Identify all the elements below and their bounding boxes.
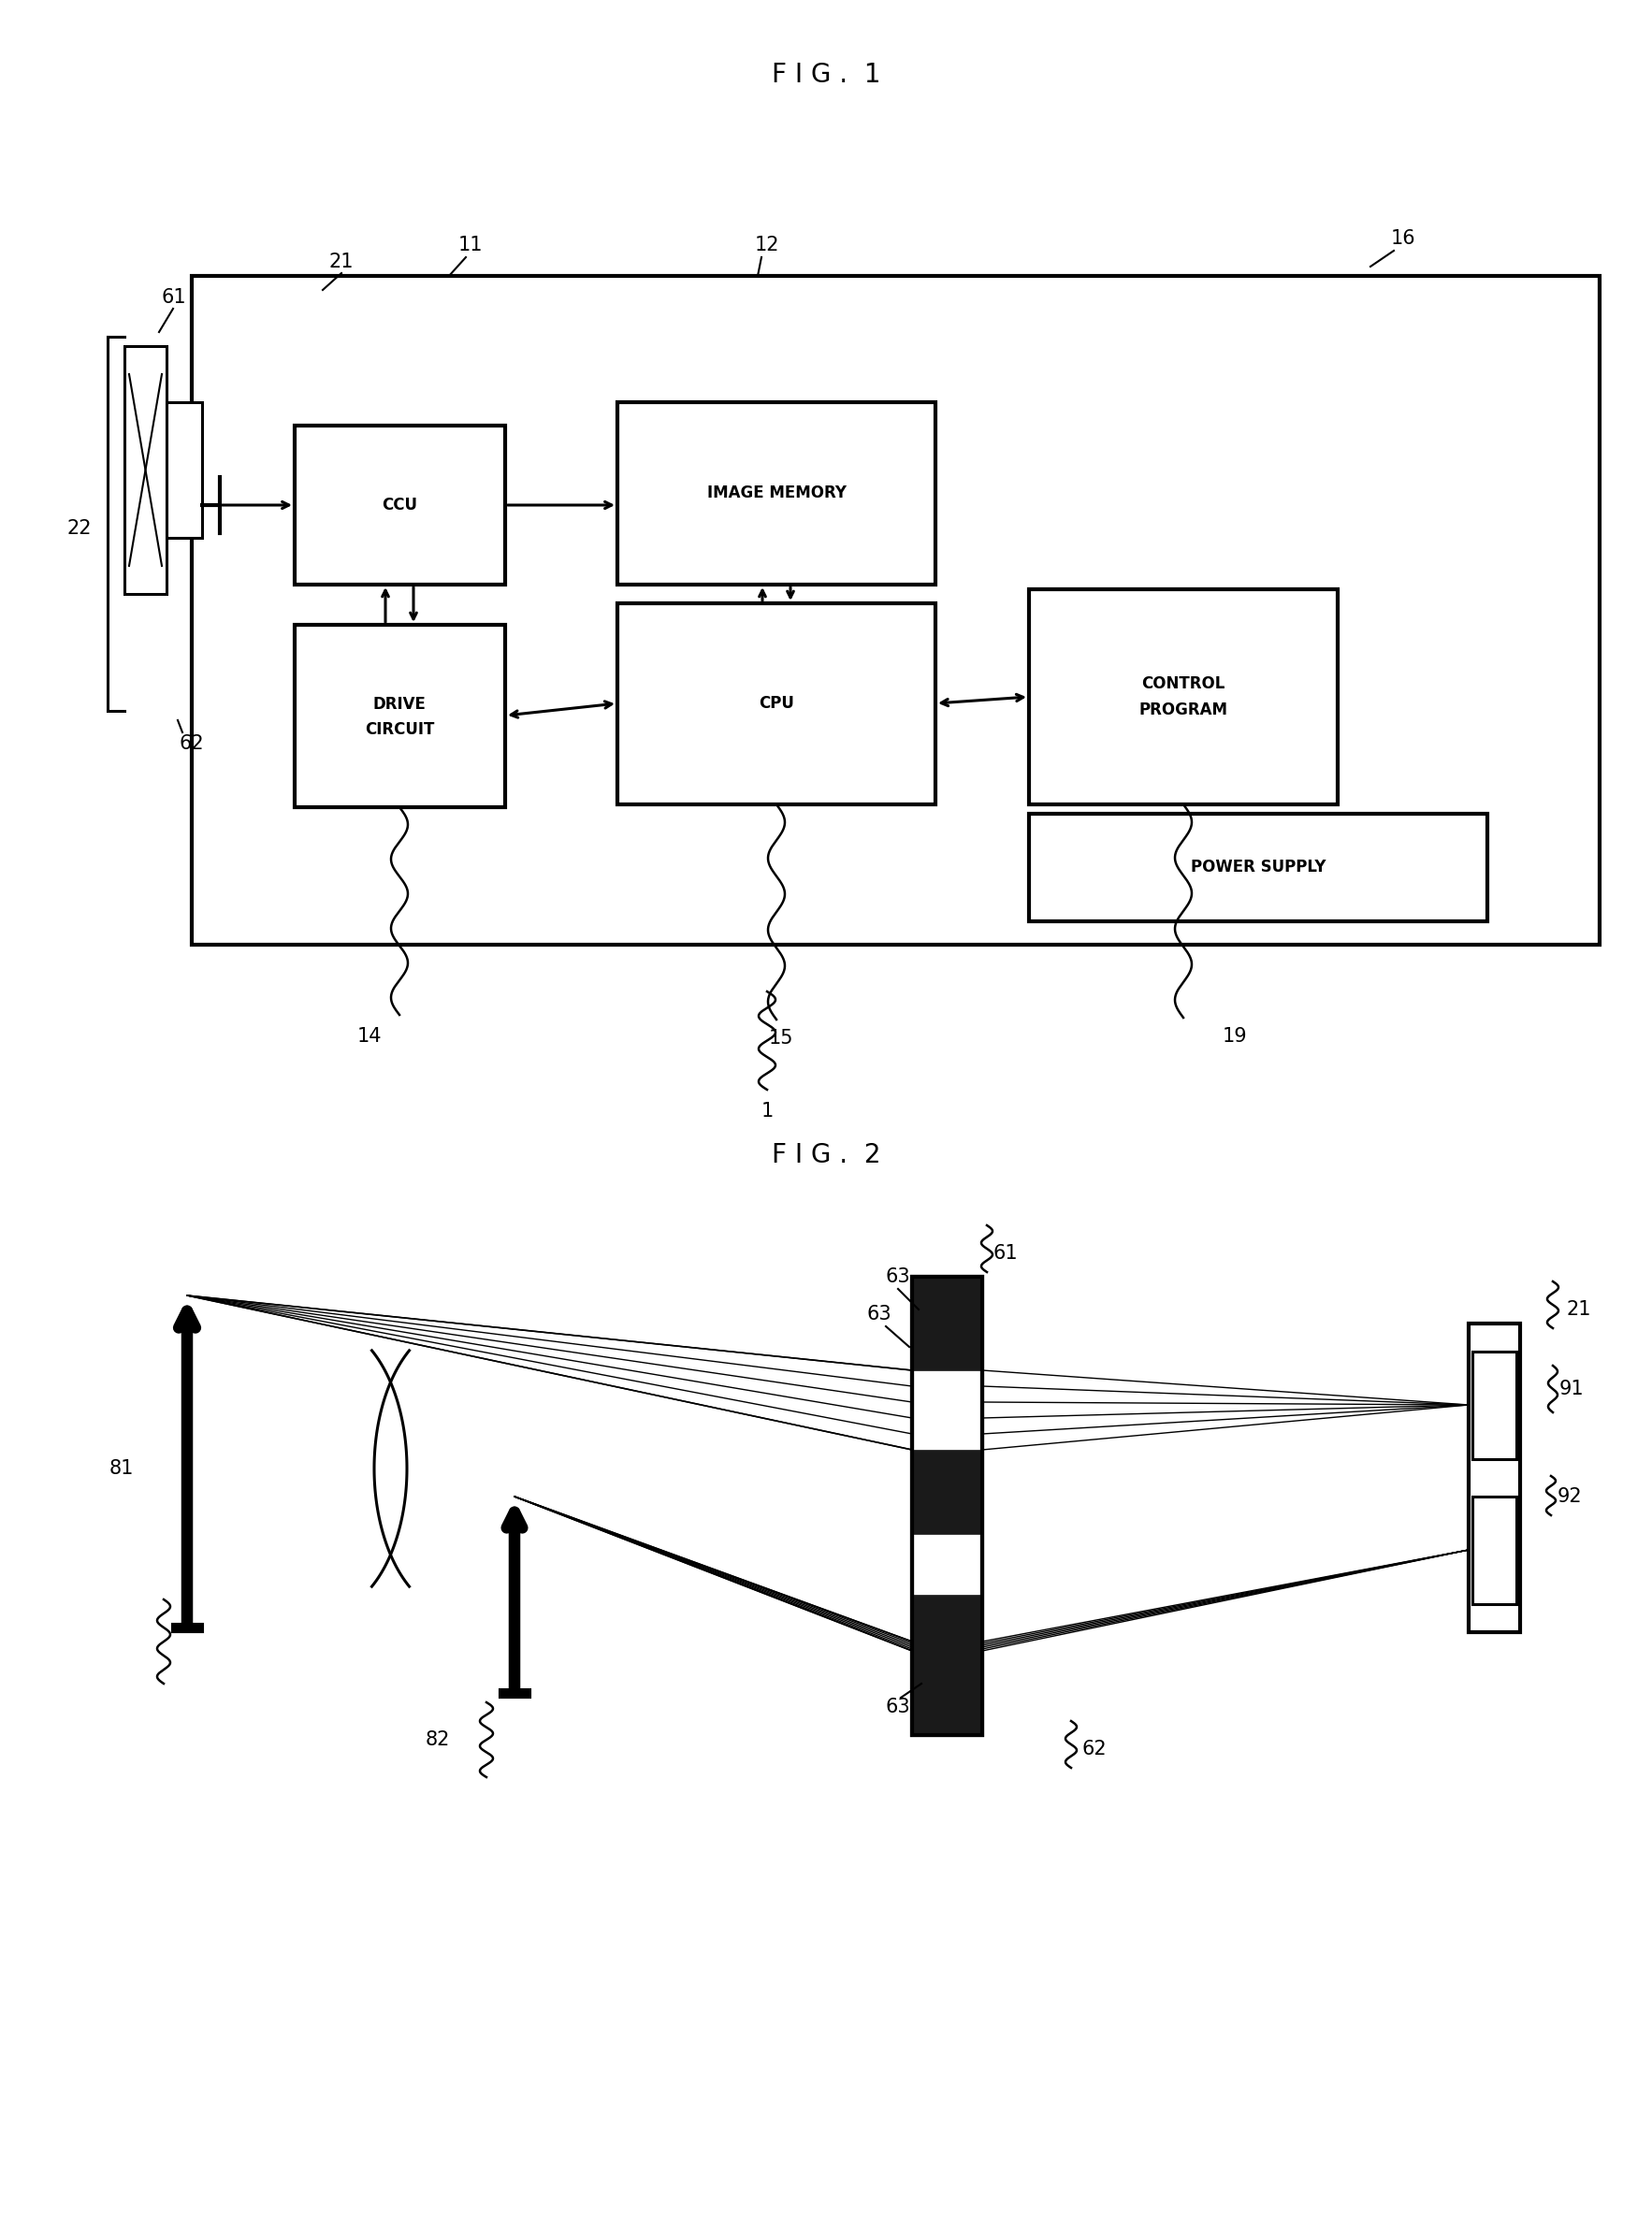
Text: 16: 16 bbox=[1391, 229, 1416, 247]
Text: 15: 15 bbox=[768, 1029, 793, 1047]
Text: 92: 92 bbox=[1558, 1488, 1583, 1506]
Text: 63: 63 bbox=[885, 1268, 910, 1286]
Text: POWER SUPPLY: POWER SUPPLY bbox=[1191, 858, 1327, 876]
Bar bbox=[912, 1277, 983, 1736]
Text: 21: 21 bbox=[329, 252, 354, 272]
Text: 91: 91 bbox=[1559, 1379, 1584, 1399]
Bar bbox=[912, 1595, 983, 1651]
Text: CPU: CPU bbox=[758, 695, 795, 711]
Text: 1: 1 bbox=[762, 1103, 773, 1121]
Bar bbox=[618, 403, 935, 584]
Text: CCU: CCU bbox=[382, 497, 418, 512]
Text: IMAGE MEMORY: IMAGE MEMORY bbox=[707, 483, 846, 501]
Text: 81: 81 bbox=[109, 1459, 134, 1477]
Bar bbox=[1469, 1323, 1520, 1633]
Text: 63: 63 bbox=[885, 1698, 910, 1716]
Bar bbox=[1472, 1352, 1517, 1459]
Text: 62: 62 bbox=[1082, 1740, 1107, 1758]
Text: 61: 61 bbox=[162, 287, 187, 307]
Bar bbox=[192, 276, 1599, 945]
Text: 12: 12 bbox=[755, 236, 780, 254]
Text: F I G .  2: F I G . 2 bbox=[771, 1143, 881, 1167]
Text: CIRCUIT: CIRCUIT bbox=[365, 722, 434, 737]
Text: 62: 62 bbox=[180, 735, 205, 753]
Text: 21: 21 bbox=[1566, 1301, 1591, 1319]
Bar bbox=[294, 624, 506, 807]
Bar bbox=[124, 345, 167, 595]
Text: DRIVE: DRIVE bbox=[373, 695, 426, 713]
Bar bbox=[1472, 1497, 1517, 1604]
Bar bbox=[167, 403, 202, 537]
Text: F I G .  1: F I G . 1 bbox=[771, 62, 881, 87]
Text: PROGRAM: PROGRAM bbox=[1138, 702, 1227, 717]
Text: 19: 19 bbox=[1222, 1027, 1247, 1045]
Bar bbox=[912, 1450, 983, 1533]
Bar bbox=[912, 1642, 983, 1736]
Bar bbox=[1029, 588, 1338, 804]
Bar bbox=[1029, 813, 1487, 922]
Bar bbox=[618, 604, 935, 804]
Text: 11: 11 bbox=[458, 236, 482, 254]
Text: 63: 63 bbox=[867, 1306, 892, 1323]
Text: 61: 61 bbox=[993, 1243, 1018, 1263]
Text: CONTROL: CONTROL bbox=[1142, 675, 1226, 693]
Text: 22: 22 bbox=[68, 519, 93, 537]
Bar bbox=[912, 1277, 983, 1736]
Bar bbox=[294, 426, 506, 584]
Bar bbox=[912, 1277, 983, 1370]
Text: 82: 82 bbox=[426, 1731, 449, 1749]
Text: 14: 14 bbox=[357, 1027, 382, 1045]
